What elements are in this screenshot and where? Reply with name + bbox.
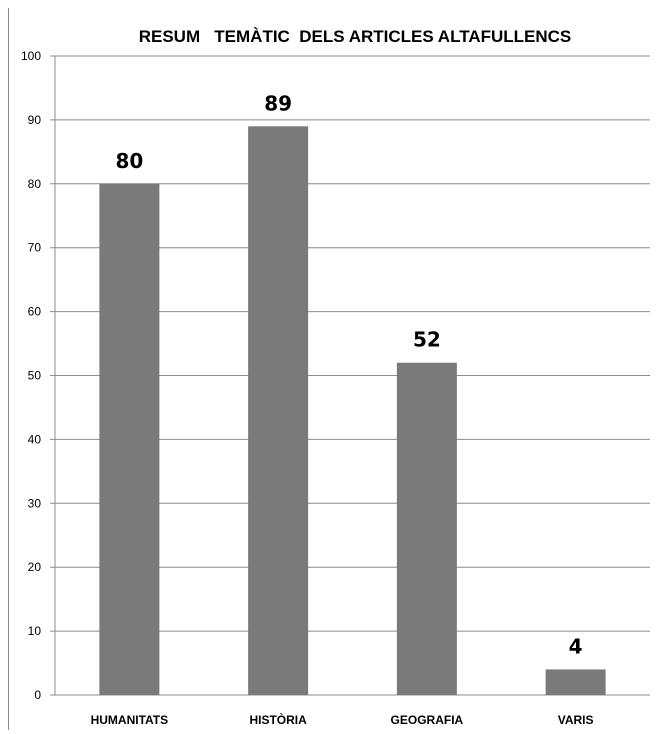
y-tick-label: 60 [28,305,42,319]
bar [248,126,309,696]
y-tick-label: 40 [28,432,42,446]
y-tick-label: 100 [21,49,41,63]
category-label: GEOGRAFIA [391,713,464,727]
bar [99,183,160,696]
data-labels: 80 89 52 4 [115,91,582,658]
data-label: 4 [569,634,583,658]
data-label: 89 [264,91,292,115]
bar [396,362,457,695]
y-tick-label: 20 [28,560,42,574]
y-tick-label: 10 [28,624,42,638]
y-tick-label: 30 [28,496,42,510]
category-label: VARIS [558,713,594,727]
category-labels: HUMANITATS HISTÒRIA GEOGRAFIA VARIS [91,712,594,727]
y-tick-label: 50 [28,369,42,383]
y-axis-ticks: 0 10 20 30 40 50 60 70 80 90 100 [21,49,41,702]
y-tick-label: 70 [28,241,42,255]
y-tick-label: 0 [34,688,41,702]
category-label: HUMANITATS [91,713,169,727]
bar [545,669,606,695]
data-label: 52 [413,328,441,352]
data-label: 80 [115,149,143,173]
category-label: HISTÒRIA [249,712,307,727]
bars [99,126,606,696]
chart-frame [8,8,658,730]
y-tick-label: 80 [28,177,42,191]
chart-title: RESUM TEMÀTIC DELS ARTICLES ALTAFULLENCS [138,27,572,46]
y-tick-label: 90 [28,113,42,127]
